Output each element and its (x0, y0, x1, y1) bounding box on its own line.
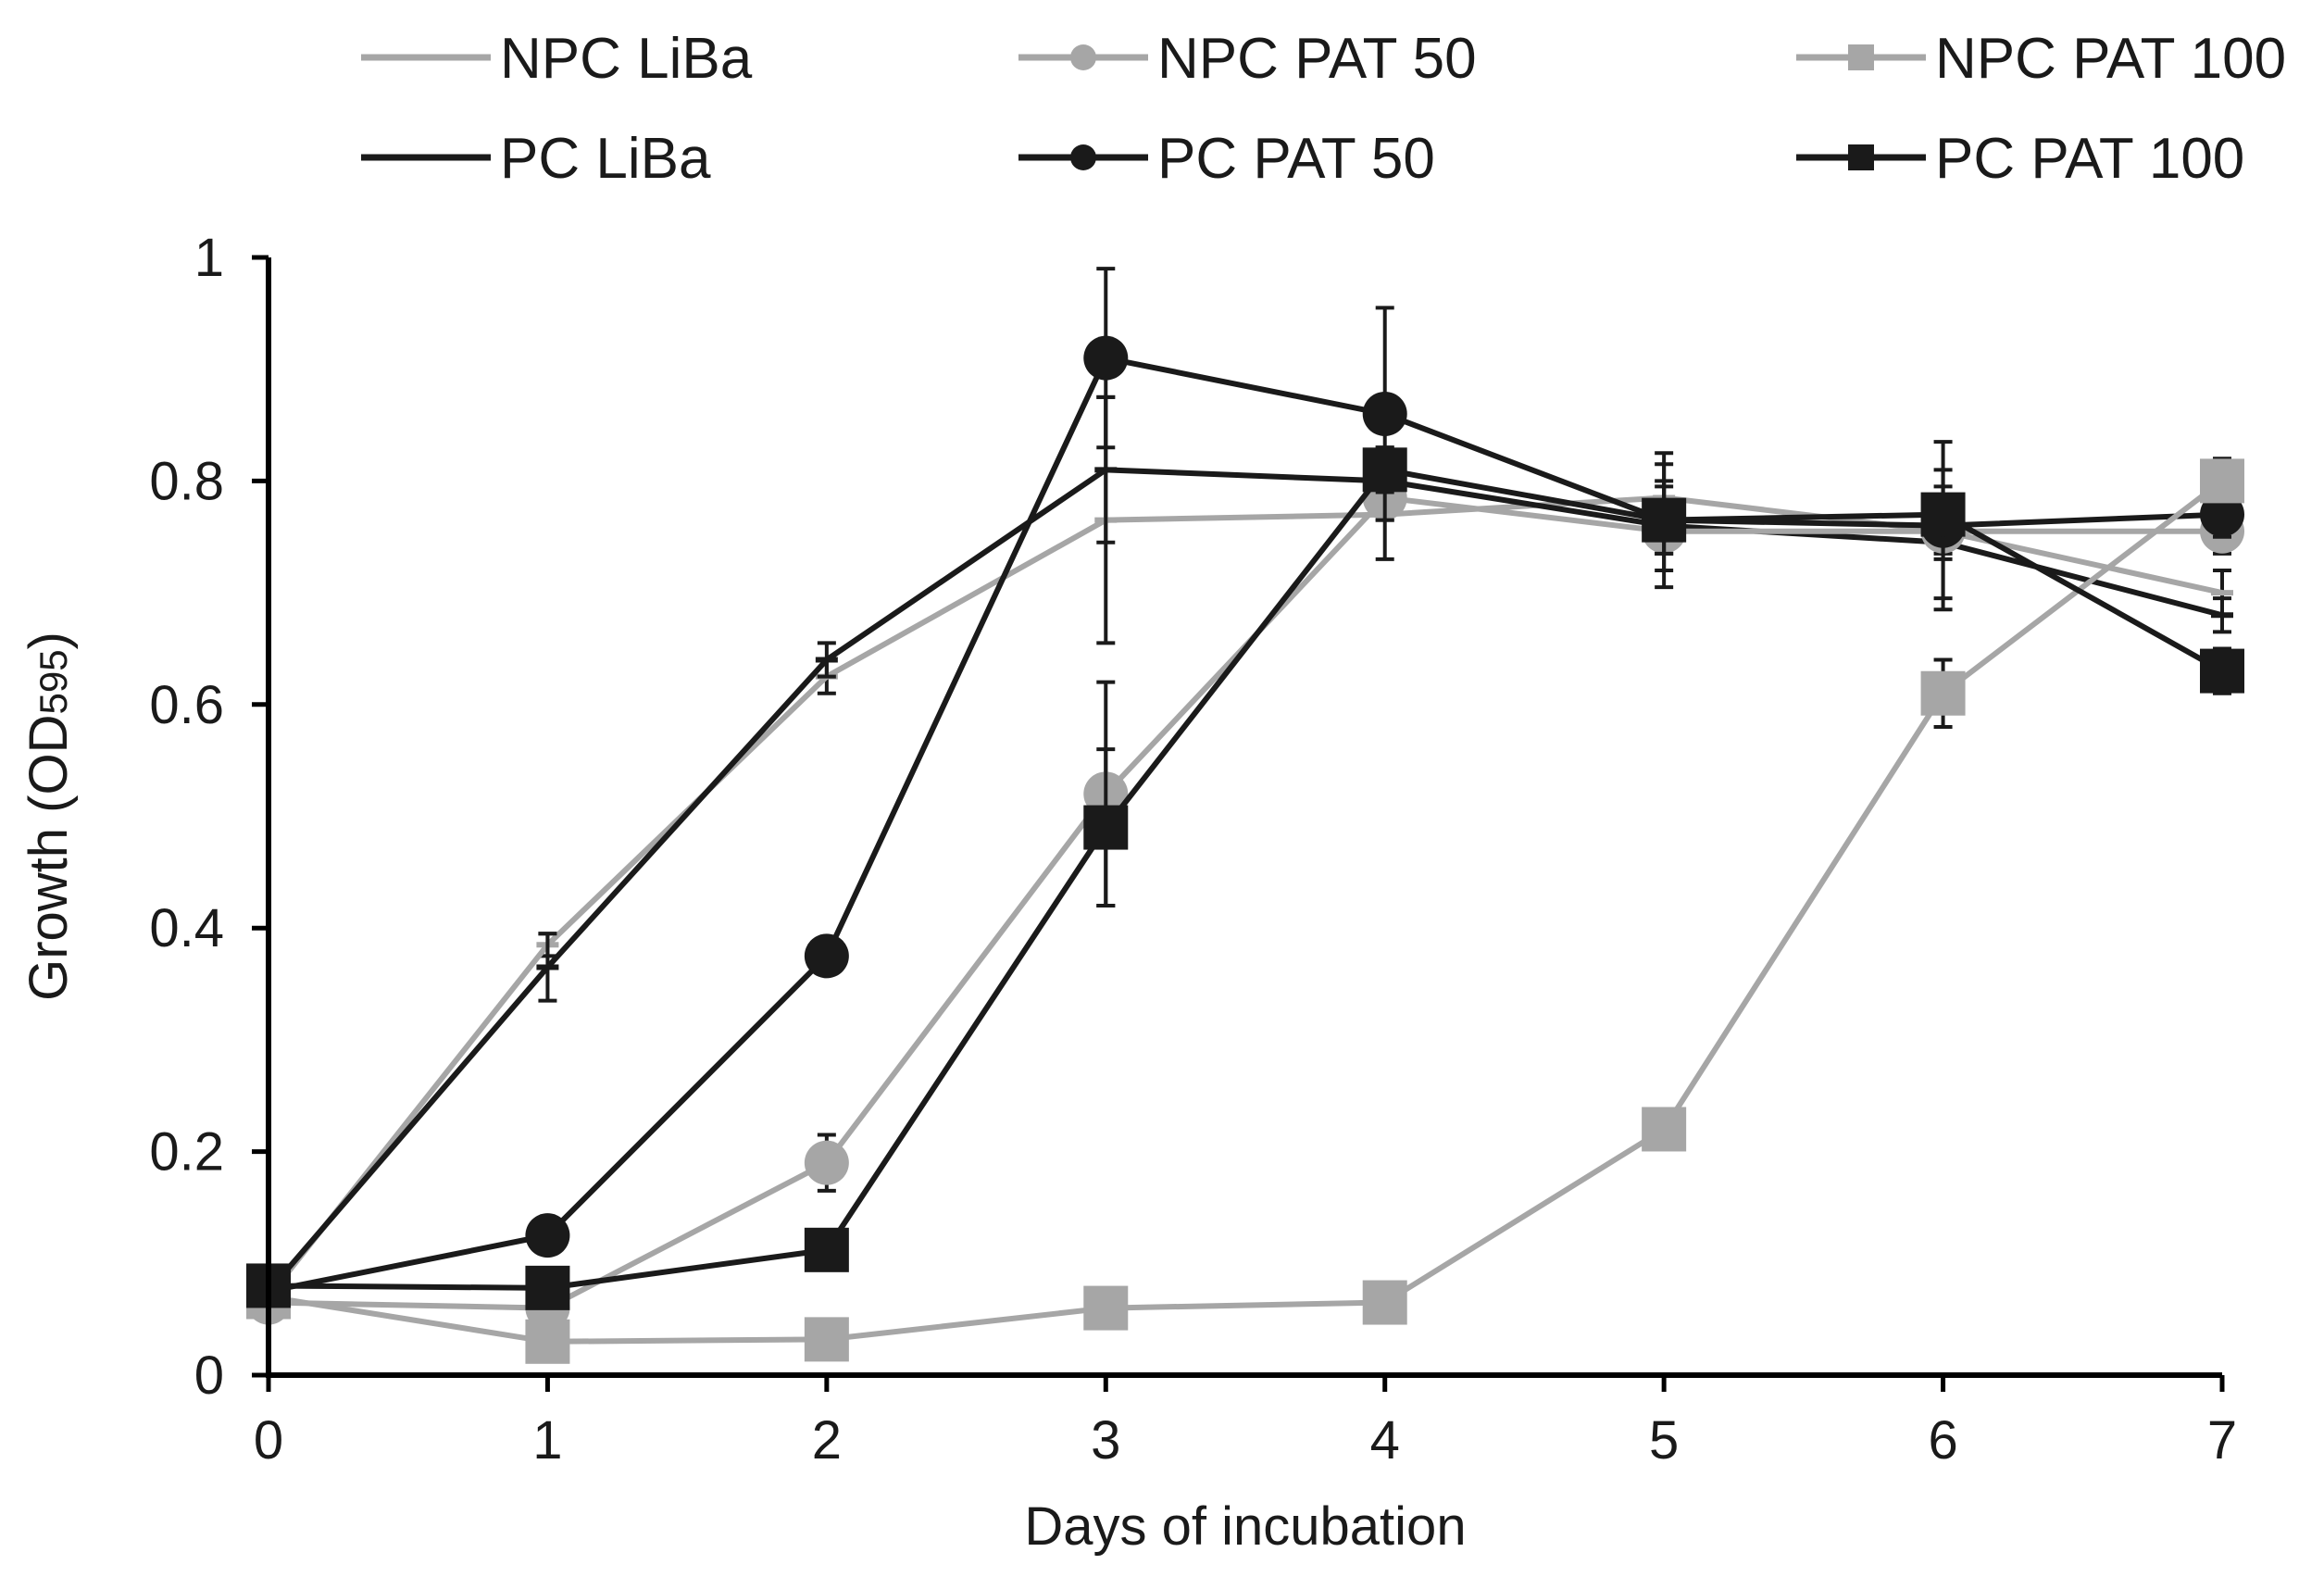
y-tick-label-2: 0.4 (149, 898, 224, 958)
plot-area: 0 0.2 0.4 0.6 0.8 1 0 1 2 3 4 5 6 7 (149, 228, 2244, 1471)
series-line-pc-pat-50 (268, 355, 2223, 1295)
point-npc-pat-100-6 (1920, 670, 1966, 716)
series-line-npc-pat-100 (268, 479, 2224, 1345)
y-tick-label-0: 0 (194, 1345, 224, 1406)
point-npc-pat-100-3 (1083, 1285, 1129, 1331)
series-npc-pat-100 (246, 457, 2244, 1364)
x-tick-label-5: 5 (1649, 1410, 1679, 1471)
legend-swatch-marker-pc-pat-50 (1070, 144, 1096, 170)
point-npc-pat-100-2 (804, 1317, 849, 1362)
axes: 0 0.2 0.4 0.6 0.8 1 0 1 2 3 4 5 6 7 (149, 228, 2237, 1471)
x-tick-label-7: 7 (2207, 1410, 2237, 1471)
point-npc-pat-100-1 (525, 1319, 570, 1364)
y-axis-title: Growth (OD595) (19, 632, 79, 1001)
point-pc-pat-100-3 (1083, 805, 1129, 850)
series-line-pc-liba (266, 467, 2223, 1294)
series-layer (246, 267, 2244, 1364)
point-pc-pat-100-4 (1362, 447, 1407, 493)
point-pc-pat-100-6 (1920, 492, 1966, 537)
legend: NPC LiBa NPC PAT 50 NPC PAT 100 PC LiBa PC P… (361, 27, 2286, 191)
series-pc-pat-50 (246, 267, 2244, 1314)
y-axis-title-close: ) (19, 632, 79, 649)
legend-item-npc-pat-50: NPC PAT 50 (1018, 27, 1477, 91)
point-pc-pat-100-7 (2200, 648, 2244, 694)
legend-swatch-marker-npc-pat-50 (1070, 44, 1096, 70)
y-tick-label-5: 1 (194, 228, 224, 288)
x-ticks: 0 1 2 3 4 5 6 7 (254, 1375, 2237, 1471)
x-tick-label-0: 0 (254, 1410, 283, 1471)
y-tick-label-1: 0.2 (149, 1122, 224, 1183)
x-axis-title: Days of incubation (1024, 1496, 1466, 1557)
series-pc-pat-100 (246, 445, 2244, 1310)
point-pc-pat-50-7 (2200, 492, 2244, 537)
legend-label-npc-pat-100: NPC PAT 100 (1935, 27, 2286, 91)
series-line-npc-liba (266, 494, 2223, 1299)
legend-swatch-marker-npc-pat-100 (1848, 44, 1874, 70)
y-axis-title-subscript: 595 (31, 649, 75, 714)
y-axis-title-main: Growth (OD (19, 715, 79, 1001)
x-tick-label-3: 3 (1091, 1410, 1120, 1471)
legend-label-pc-pat-50: PC PAT 50 (1157, 127, 1435, 191)
legend-item-pc-liba: PC LiBa (361, 127, 711, 191)
x-tick-label-2: 2 (812, 1410, 842, 1471)
point-pc-pat-50-2 (804, 933, 849, 979)
legend-item-pc-pat-50: PC PAT 50 (1018, 127, 1435, 191)
point-npc-pat-100-5 (1642, 1107, 1687, 1152)
x-tick-label-1: 1 (532, 1410, 562, 1471)
legend-label-pc-liba: PC LiBa (500, 127, 711, 191)
legend-item-npc-pat-100: NPC PAT 100 (1796, 27, 2286, 91)
point-pc-pat-50-1 (525, 1213, 570, 1258)
legend-item-npc-liba: NPC LiBa (361, 27, 753, 91)
legend-label-npc-pat-50: NPC PAT 50 (1157, 27, 1477, 91)
x-tick-label-4: 4 (1370, 1410, 1400, 1471)
legend-label-pc-pat-100: PC PAT 100 (1935, 127, 2244, 191)
series-line-npc-pat-50 (268, 494, 2222, 1311)
point-pc-pat-100-1 (525, 1265, 570, 1310)
point-pc-pat-100-5 (1642, 497, 1687, 543)
y-tick-label-4: 0.8 (149, 451, 224, 511)
point-npc-pat-100-4 (1362, 1280, 1407, 1325)
y-tick-label-3: 0.6 (149, 675, 224, 735)
point-pc-pat-100-2 (804, 1227, 849, 1272)
series-line-pc-pat-100 (268, 467, 2224, 1291)
legend-label-npc-liba: NPC LiBa (500, 27, 753, 91)
x-tick-label-6: 6 (1928, 1410, 1957, 1471)
point-pc-pat-50-3 (1083, 335, 1129, 381)
point-pc-pat-50-4 (1362, 391, 1407, 436)
point-npc-pat-50-2 (804, 1140, 849, 1185)
legend-swatch-marker-pc-pat-100 (1848, 144, 1874, 170)
legend-item-pc-pat-100: PC PAT 100 (1796, 127, 2244, 191)
y-ticks: 0 0.2 0.4 0.6 0.8 1 (149, 228, 269, 1406)
point-npc-pat-100-7 (2200, 458, 2244, 504)
